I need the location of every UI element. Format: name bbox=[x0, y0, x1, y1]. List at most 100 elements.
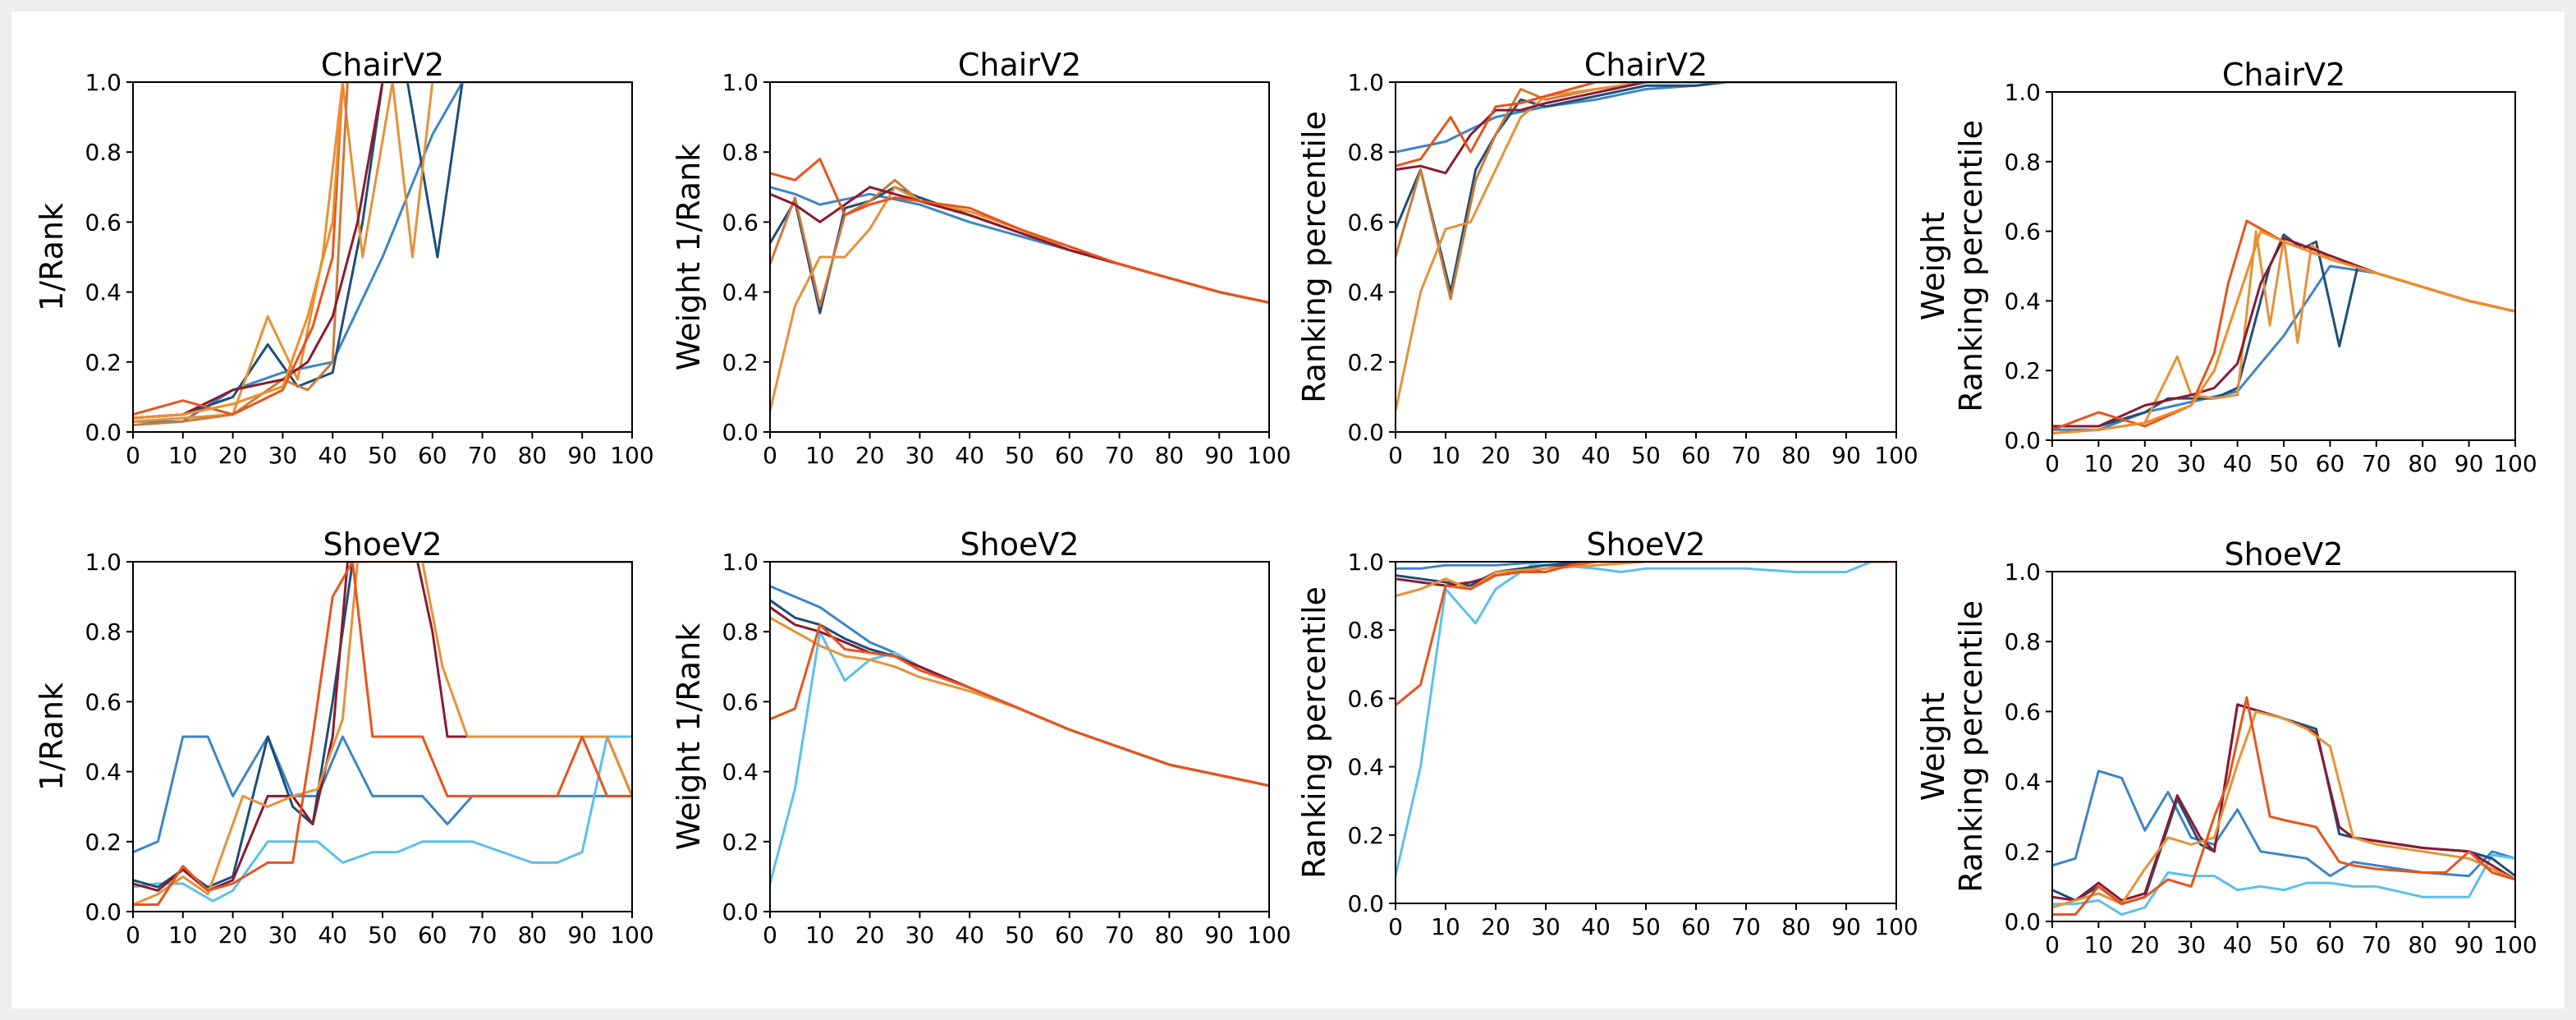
series-line-5 bbox=[2052, 219, 2515, 431]
x-tick-label: 10 bbox=[2084, 931, 2114, 958]
y-tick-label: 0.6 bbox=[1347, 685, 1384, 712]
x-tick-label: 100 bbox=[2493, 450, 2537, 477]
x-tick-label: 90 bbox=[567, 921, 597, 949]
series-line-6 bbox=[133, 82, 632, 416]
x-tick-label: 70 bbox=[1731, 442, 1761, 469]
x-tick-label: 50 bbox=[368, 442, 397, 469]
y-axis-label: Ranking percentile bbox=[1953, 120, 1989, 412]
x-tick-label: 30 bbox=[268, 921, 298, 949]
x-tick-label: 70 bbox=[468, 921, 497, 949]
axes-frame bbox=[1395, 561, 1897, 904]
y-tick-label: 0.8 bbox=[722, 618, 759, 646]
series-line-3 bbox=[133, 562, 632, 889]
x-tick-label: 50 bbox=[1005, 921, 1034, 949]
series-group bbox=[133, 82, 632, 426]
series-line-6 bbox=[770, 158, 1269, 304]
x-tick-label: 40 bbox=[1581, 442, 1611, 469]
y-tick-label: 0.4 bbox=[1347, 754, 1384, 781]
figure: 0 10 20 30 40 50 60 70 80 90 100 0.0 0.2 0.4 0.6 0.8 1.0… bbox=[11, 11, 2565, 1009]
subplot-title: ShoeV2 bbox=[1586, 526, 1705, 563]
y-tick-label: 1.0 bbox=[85, 549, 121, 576]
series-group bbox=[1396, 82, 1896, 411]
x-tick-label: 30 bbox=[2176, 450, 2206, 477]
x-tick-label: 40 bbox=[2223, 931, 2253, 958]
y-tick-label: 0.4 bbox=[1347, 279, 1384, 306]
x-tick-label: 90 bbox=[567, 442, 597, 469]
y-tick-label: 0.2 bbox=[2004, 357, 2041, 384]
series-line-1 bbox=[133, 82, 632, 423]
y-tick-label: 0.8 bbox=[2004, 149, 2041, 176]
x-tick-label: 30 bbox=[1531, 913, 1561, 940]
x-tick-label: 50 bbox=[2269, 931, 2299, 958]
y-tick-label: 1.0 bbox=[85, 69, 121, 96]
subplot-8: 0 10 20 30 40 50 60 70 80 90 100 0.0 0.2 0.4 0.6 0.8 1.0… bbox=[1915, 536, 2537, 958]
y-axis-label: Weight 1/Rank bbox=[671, 623, 707, 850]
y-tick-label: 0.0 bbox=[722, 898, 759, 926]
x-tick-label: 20 bbox=[855, 442, 885, 469]
x-tick-label: 70 bbox=[1731, 913, 1761, 940]
y-tick-label: 0.0 bbox=[2004, 427, 2041, 454]
y-tick-label: 0.6 bbox=[85, 688, 121, 715]
subplot-title: ChairV2 bbox=[958, 47, 1081, 83]
x-tick-label: 70 bbox=[468, 442, 497, 469]
series-line-4 bbox=[770, 186, 1269, 411]
y-tick-label: 1.0 bbox=[1347, 549, 1384, 576]
subplot-title: ChairV2 bbox=[1584, 47, 1707, 83]
x-tick-label: 90 bbox=[2455, 931, 2484, 958]
x-tick-label: 70 bbox=[1105, 442, 1134, 469]
y-axis-label: Ranking percentile bbox=[1296, 586, 1332, 879]
x-tick-label: 0 bbox=[763, 921, 777, 949]
x-tick-label: 80 bbox=[1781, 913, 1811, 940]
series-group bbox=[133, 562, 632, 906]
x-tick-label: 100 bbox=[1874, 442, 1918, 469]
x-tick-label: 30 bbox=[905, 442, 935, 469]
x-tick-label: 30 bbox=[2176, 931, 2206, 958]
x-tick-label: 0 bbox=[1388, 913, 1403, 940]
axes-frame bbox=[2051, 571, 2516, 922]
y-tick-label: 0.2 bbox=[722, 349, 759, 376]
y-axis-label: Ranking percentile bbox=[1296, 111, 1332, 403]
y-tick-label: 0.0 bbox=[722, 419, 759, 446]
subplot-title: ChairV2 bbox=[321, 47, 444, 83]
y-tick-label: 0.6 bbox=[85, 209, 121, 236]
y-tick-label: 1.0 bbox=[722, 69, 759, 96]
y-tick-label: 0.8 bbox=[722, 139, 759, 166]
subplot-title: ShoeV2 bbox=[323, 526, 442, 563]
subplot-6: 0 10 20 30 40 50 60 70 80 90 100 0.0 0.2 0.4 0.6 0.8 1.0… bbox=[671, 526, 1291, 949]
x-tick-label: 20 bbox=[1481, 442, 1510, 469]
y-tick-label: 0.8 bbox=[1347, 139, 1384, 166]
x-tick-label: 0 bbox=[126, 921, 140, 949]
x-tick-label: 40 bbox=[2223, 450, 2253, 477]
y-tick-label: 0.2 bbox=[1347, 822, 1384, 849]
x-tick-label: 100 bbox=[610, 442, 653, 469]
x-tick-label: 80 bbox=[1781, 442, 1811, 469]
series-line-1 bbox=[1396, 562, 1896, 570]
x-tick-label: 50 bbox=[368, 921, 397, 949]
series-line-3 bbox=[1396, 562, 1896, 587]
x-tick-label: 60 bbox=[1055, 921, 1084, 949]
series-line-3 bbox=[2052, 230, 2515, 434]
x-tick-label: 0 bbox=[2045, 931, 2060, 958]
x-tick-label: 0 bbox=[126, 442, 140, 469]
x-tick-label: 90 bbox=[1831, 913, 1861, 940]
x-tick-label: 60 bbox=[2316, 450, 2345, 477]
x-tick-label: 80 bbox=[2408, 450, 2437, 477]
x-tick-label: 90 bbox=[1831, 442, 1861, 469]
series-line-1 bbox=[770, 585, 1269, 788]
series-line-5 bbox=[133, 82, 632, 420]
x-tick-label: 90 bbox=[1204, 921, 1234, 949]
series-line-2 bbox=[1396, 562, 1896, 877]
x-tick-label: 90 bbox=[1204, 442, 1234, 469]
series-group bbox=[770, 585, 1269, 884]
y-tick-label: 0.2 bbox=[85, 829, 121, 856]
y-tick-label: 0.4 bbox=[85, 279, 121, 306]
x-tick-label: 60 bbox=[418, 921, 447, 949]
subplot-7: 0 10 20 30 40 50 60 70 80 90 100 0.0 0.2 0.4 0.6 0.8 1.0… bbox=[1296, 526, 1918, 940]
series-line-7 bbox=[133, 82, 632, 420]
x-tick-label: 50 bbox=[1631, 913, 1661, 940]
series-line-1 bbox=[2052, 264, 2515, 431]
x-tick-label: 70 bbox=[2362, 931, 2391, 958]
series-line-3 bbox=[133, 82, 632, 423]
series-line-6 bbox=[133, 562, 632, 906]
series-line-5 bbox=[1396, 562, 1896, 598]
